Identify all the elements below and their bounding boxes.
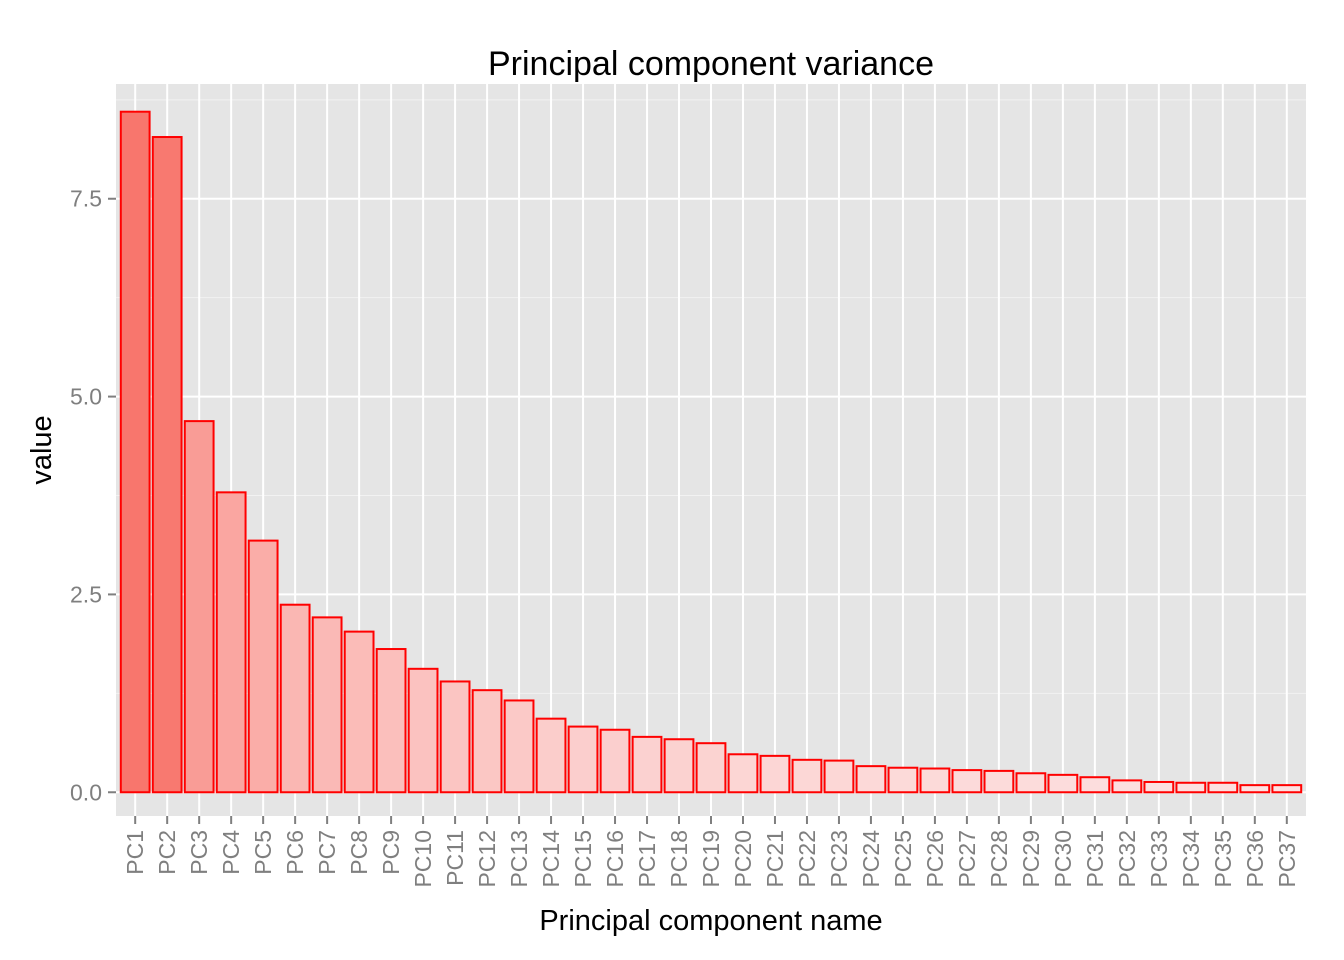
x-tick-label: PC1 xyxy=(122,830,148,875)
x-tick-label: PC12 xyxy=(474,830,500,888)
bar-pc13 xyxy=(503,699,535,794)
bar-pc4 xyxy=(215,491,247,794)
bar-pc21 xyxy=(759,754,791,794)
bar-pc24 xyxy=(855,765,887,794)
x-tick-label: PC28 xyxy=(986,830,1012,888)
x-tick-label: PC19 xyxy=(698,830,724,888)
bar-pc28 xyxy=(983,769,1015,794)
x-tick-label: PC14 xyxy=(538,830,564,888)
x-tick-label: PC4 xyxy=(218,830,244,875)
x-tick-label: PC31 xyxy=(1082,830,1108,888)
bar-pc9 xyxy=(375,648,407,794)
x-tick-label: PC26 xyxy=(922,830,948,888)
bars xyxy=(119,110,1303,794)
bar-pc12 xyxy=(471,689,503,794)
bar-pc14 xyxy=(535,717,567,794)
x-tick-label: PC6 xyxy=(282,830,308,875)
bar-pc33 xyxy=(1143,780,1175,794)
bar-pc31 xyxy=(1079,776,1111,794)
bar-pc15 xyxy=(567,725,599,794)
bar-pc22 xyxy=(791,758,823,794)
x-tick-label: PC17 xyxy=(634,830,660,888)
x-tick-label: PC9 xyxy=(378,830,404,875)
x-tick-label: PC20 xyxy=(730,830,756,888)
y-axis-title: value xyxy=(26,415,58,484)
bar-pc37 xyxy=(1271,784,1303,794)
x-tick-label: PC33 xyxy=(1146,830,1172,888)
x-tick-label: PC13 xyxy=(506,830,532,888)
bar-pc23 xyxy=(823,759,855,794)
x-tick-label: PC5 xyxy=(250,830,276,875)
bar-pc30 xyxy=(1047,773,1079,794)
bar-pc8 xyxy=(343,630,375,794)
bar-pc27 xyxy=(951,769,983,794)
bar-pc7 xyxy=(311,616,343,794)
bar-pc36 xyxy=(1239,784,1271,794)
x-tick-label: PC32 xyxy=(1114,830,1140,888)
x-tick-label: PC7 xyxy=(314,830,340,875)
x-tick-label: PC10 xyxy=(410,830,436,888)
x-tick-label: PC23 xyxy=(826,830,852,888)
x-tick-label: PC3 xyxy=(186,830,212,875)
bar-pc3 xyxy=(183,420,215,794)
x-tick-label: PC15 xyxy=(570,830,596,888)
bar-pc10 xyxy=(407,667,439,794)
y-axis: 0.0 2.5 5.0 7.5 xyxy=(70,186,116,805)
bar-pc17 xyxy=(631,735,663,794)
x-tick-label: PC18 xyxy=(666,830,692,888)
x-tick-label: PC25 xyxy=(890,830,916,888)
y-tick-label: 7.5 xyxy=(70,186,102,212)
y-tick-label: 2.5 xyxy=(70,581,102,607)
bar-pc16 xyxy=(599,728,631,794)
x-tick-label: PC30 xyxy=(1050,830,1076,888)
bar-pc26 xyxy=(919,767,951,794)
x-tick-label: PC22 xyxy=(794,830,820,888)
x-tick-label: PC8 xyxy=(346,830,372,875)
x-tick-label: PC21 xyxy=(762,830,788,888)
bar-pc2 xyxy=(151,136,183,794)
x-tick-label: PC37 xyxy=(1274,830,1300,888)
bar-pc6 xyxy=(279,603,311,794)
x-tick-label: PC11 xyxy=(442,830,468,886)
bar-pc1 xyxy=(119,110,151,794)
bar-pc34 xyxy=(1175,781,1207,794)
x-tick-label: PC34 xyxy=(1178,830,1204,888)
x-tick-label: PC24 xyxy=(858,830,884,888)
x-tick-label: PC16 xyxy=(602,830,628,888)
bar-pc11 xyxy=(439,680,471,794)
bar-pc35 xyxy=(1207,781,1239,794)
y-tick-label: 5.0 xyxy=(70,384,102,410)
x-axis: PC1 PC2 PC3 PC4 PC5 PC6 PC7 PC8 PC9 PC10 PC11 PC12 P… xyxy=(122,816,1300,888)
bar-pc20 xyxy=(727,753,759,794)
bar-pc18 xyxy=(663,738,695,794)
bar-pc32 xyxy=(1111,779,1143,794)
bar-pc25 xyxy=(887,766,919,794)
bar-pc29 xyxy=(1015,772,1047,794)
x-tick-label: PC29 xyxy=(1018,830,1044,888)
x-tick-label: PC27 xyxy=(954,830,980,888)
y-tick-label: 0.0 xyxy=(70,779,102,805)
x-tick-label: PC36 xyxy=(1242,830,1268,888)
bar-pc19 xyxy=(695,742,727,794)
x-tick-label: PC35 xyxy=(1210,830,1236,888)
x-tick-label: PC2 xyxy=(154,830,180,875)
x-axis-title: Principal component name xyxy=(539,905,882,937)
chart-title: Principal component variance xyxy=(488,45,934,83)
bar-pc5 xyxy=(247,539,279,794)
